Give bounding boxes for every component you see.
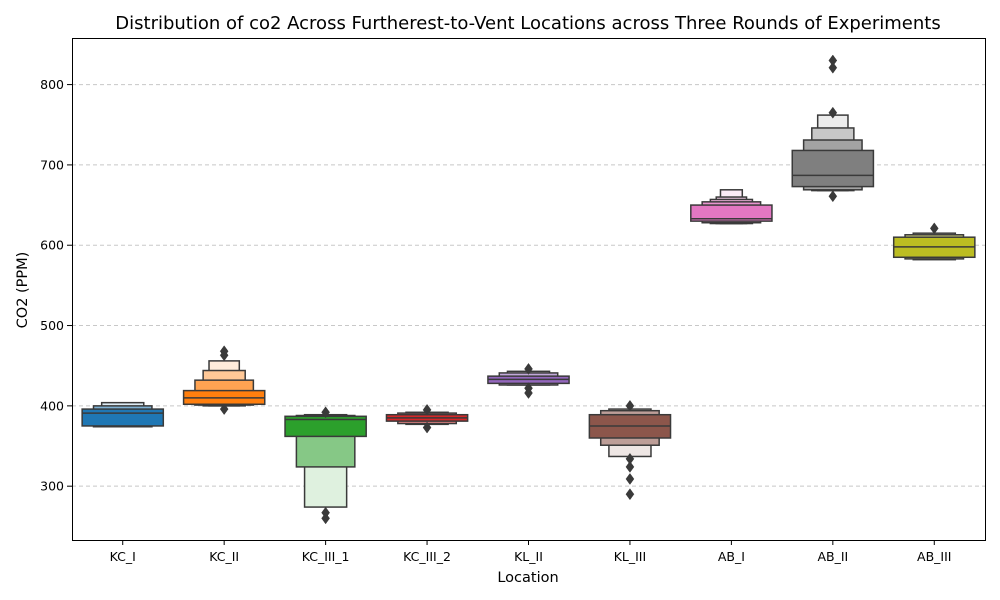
outlier-point [625,452,635,465]
boxes-layer [81,54,976,525]
outlier-point [625,488,635,501]
box-KL_III [588,399,672,501]
outlier-point [219,345,229,358]
y-tick-label: 700 [40,157,64,172]
box-KC_I [81,401,165,428]
box-KC_III_2 [385,403,469,434]
outlier-point [422,403,432,416]
box-level-1 [791,149,875,188]
x-tick-label: KC_II [209,549,239,564]
box-KC_III_1 [284,406,367,525]
x-tick-label: KC_III_1 [302,549,350,564]
outlier-point [321,406,330,419]
box-AB_III [892,222,976,261]
y-axis-label: CO2 (PPM) [15,252,31,329]
x-tick-label: KL_II [514,549,543,564]
outlier-point [625,473,635,485]
outlier-point [524,382,533,395]
y-tick-label: 600 [40,238,64,253]
x-ticks: KC_I KC_II KC_III_1 KC_III_2 KL_II KL_III AB_I… [110,540,951,564]
y-tick-label: 300 [40,479,64,494]
outlier-point [828,54,838,67]
x-tick-label: KL_III [614,549,646,564]
box-AB_I [690,189,773,225]
outlier-point [828,106,838,119]
box-level-1 [690,204,773,222]
outlier-point [625,399,635,412]
x-tick-label: AB_III [917,549,951,564]
y-tick-label: 400 [40,398,64,413]
grid-layer [72,84,985,487]
outlier-point [828,190,838,203]
outlier-point [625,460,635,473]
outlier-point [219,403,229,416]
y-tick-label: 800 [40,77,64,92]
box-AB_II [791,54,875,203]
x-tick-label: KC_III_2 [403,549,451,564]
x-axis-label: Location [497,570,558,586]
x-tick-label: AB_I [718,549,745,564]
outlier-point [524,362,533,375]
x-tick-label: KC_I [110,549,136,564]
outlier-point [929,222,939,235]
chart-title: Distribution of co2 Across Furtherest-to… [115,13,940,34]
y-tick-label: 500 [40,318,64,333]
box-KL_II [487,362,570,399]
outlier-point [422,421,432,434]
x-tick-label: AB_II [817,549,848,564]
y-ticks: 300 400 500 600 700 800 [40,77,72,494]
box-level-1 [81,408,165,427]
outlier-point [828,61,838,74]
outlier-point [321,506,330,519]
box-KC_II [182,345,266,416]
